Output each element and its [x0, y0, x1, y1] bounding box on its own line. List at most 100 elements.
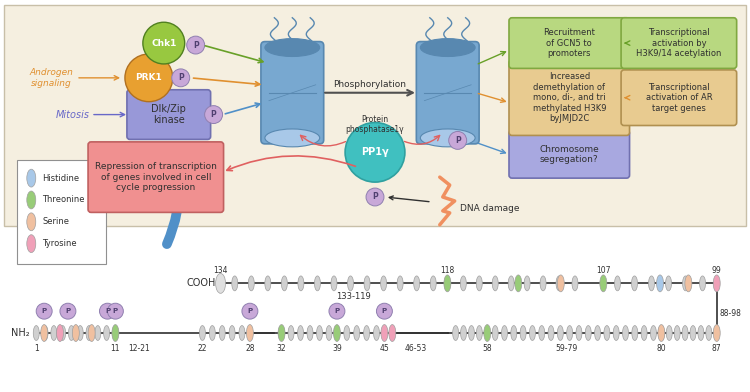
- Ellipse shape: [453, 326, 458, 341]
- Ellipse shape: [27, 213, 36, 231]
- Text: Repression of transcription
of genes involved in cell
cycle progression: Repression of transcription of genes inv…: [95, 162, 217, 192]
- FancyBboxPatch shape: [621, 70, 736, 125]
- Ellipse shape: [530, 326, 536, 341]
- Text: Androgen
signaling: Androgen signaling: [29, 68, 74, 87]
- Ellipse shape: [502, 326, 508, 341]
- Text: Chk1: Chk1: [151, 38, 176, 47]
- Ellipse shape: [265, 129, 320, 147]
- Text: Threonine: Threonine: [42, 196, 85, 205]
- Ellipse shape: [232, 276, 238, 291]
- Ellipse shape: [585, 326, 591, 341]
- Text: P: P: [372, 192, 378, 201]
- Ellipse shape: [265, 276, 271, 291]
- Ellipse shape: [388, 325, 396, 341]
- Text: 32: 32: [277, 344, 286, 353]
- Text: 118: 118: [440, 265, 454, 274]
- Ellipse shape: [614, 326, 620, 341]
- Circle shape: [366, 188, 384, 206]
- Ellipse shape: [374, 326, 380, 341]
- FancyBboxPatch shape: [127, 90, 211, 140]
- FancyBboxPatch shape: [416, 42, 479, 144]
- Ellipse shape: [595, 326, 601, 341]
- Text: DNA damage: DNA damage: [460, 204, 519, 213]
- Ellipse shape: [278, 325, 285, 341]
- Ellipse shape: [94, 326, 100, 341]
- Circle shape: [100, 303, 116, 319]
- Ellipse shape: [548, 326, 554, 341]
- Text: P: P: [382, 308, 387, 314]
- Text: 12-21: 12-21: [128, 344, 150, 353]
- Ellipse shape: [33, 326, 39, 341]
- Circle shape: [205, 106, 223, 123]
- Ellipse shape: [42, 326, 48, 341]
- Text: 59-79: 59-79: [555, 344, 578, 353]
- Circle shape: [376, 303, 392, 319]
- Ellipse shape: [27, 169, 36, 187]
- Text: 133-119: 133-119: [337, 292, 371, 301]
- Ellipse shape: [60, 326, 65, 341]
- Circle shape: [187, 36, 205, 54]
- Ellipse shape: [600, 275, 607, 292]
- Ellipse shape: [88, 325, 95, 341]
- Ellipse shape: [200, 326, 206, 341]
- Text: 11: 11: [111, 344, 120, 353]
- Text: P: P: [65, 308, 70, 314]
- Ellipse shape: [112, 326, 118, 341]
- Ellipse shape: [460, 276, 466, 291]
- Ellipse shape: [713, 275, 720, 292]
- Ellipse shape: [229, 326, 235, 341]
- Ellipse shape: [444, 275, 451, 292]
- Ellipse shape: [492, 326, 498, 341]
- Ellipse shape: [540, 276, 546, 291]
- Ellipse shape: [420, 39, 476, 56]
- Ellipse shape: [622, 326, 628, 341]
- Ellipse shape: [469, 326, 475, 341]
- Ellipse shape: [632, 276, 638, 291]
- Circle shape: [172, 69, 190, 87]
- Text: 28: 28: [245, 344, 255, 353]
- Text: PRK1: PRK1: [136, 73, 162, 82]
- Text: Chromosome
segregation?: Chromosome segregation?: [539, 145, 599, 164]
- Text: P: P: [334, 308, 340, 314]
- Text: Recruitment
of GCN5 to
promoters: Recruitment of GCN5 to promoters: [543, 28, 596, 58]
- Ellipse shape: [713, 325, 720, 341]
- Ellipse shape: [614, 276, 620, 291]
- Ellipse shape: [556, 276, 562, 291]
- Text: P: P: [178, 73, 184, 82]
- Ellipse shape: [492, 276, 498, 291]
- Ellipse shape: [215, 274, 226, 293]
- Text: 45: 45: [380, 344, 389, 353]
- Ellipse shape: [476, 276, 482, 291]
- Text: P: P: [211, 110, 217, 119]
- Text: Tyrosine: Tyrosine: [42, 239, 76, 248]
- Text: P: P: [112, 308, 118, 314]
- FancyBboxPatch shape: [88, 142, 224, 212]
- Text: Dlk/Zip
kinase: Dlk/Zip kinase: [152, 104, 186, 125]
- Text: 58: 58: [482, 344, 492, 353]
- Text: Transcriptional
activation by
H3K9/14 acetylation: Transcriptional activation by H3K9/14 ac…: [636, 28, 722, 58]
- Ellipse shape: [658, 325, 664, 341]
- Ellipse shape: [420, 129, 476, 147]
- Ellipse shape: [316, 326, 322, 341]
- Ellipse shape: [331, 276, 337, 291]
- Ellipse shape: [682, 326, 688, 341]
- FancyBboxPatch shape: [509, 131, 629, 178]
- Circle shape: [448, 131, 466, 149]
- Ellipse shape: [77, 326, 83, 341]
- Ellipse shape: [248, 276, 254, 291]
- FancyBboxPatch shape: [4, 5, 746, 226]
- Ellipse shape: [86, 326, 92, 341]
- Ellipse shape: [414, 276, 420, 291]
- Ellipse shape: [326, 326, 332, 341]
- Text: P: P: [193, 41, 199, 49]
- Text: NH₂: NH₂: [10, 328, 29, 338]
- Ellipse shape: [476, 326, 482, 341]
- Ellipse shape: [604, 326, 610, 341]
- Ellipse shape: [445, 276, 451, 291]
- Text: P: P: [454, 136, 460, 145]
- Ellipse shape: [278, 326, 284, 341]
- FancyBboxPatch shape: [509, 60, 629, 135]
- Ellipse shape: [354, 326, 360, 341]
- Circle shape: [36, 303, 52, 319]
- Ellipse shape: [239, 326, 245, 341]
